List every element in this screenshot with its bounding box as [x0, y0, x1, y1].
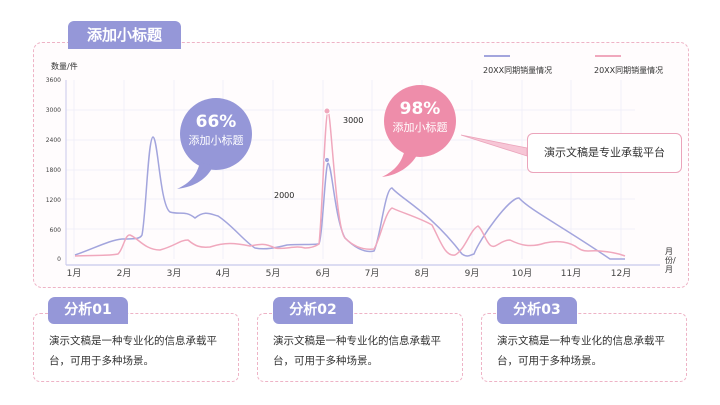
y-tick: 2400 [45, 137, 61, 144]
x-tick: 6月 [315, 269, 331, 279]
x-tick: 7月 [364, 269, 380, 279]
bubble-pink-shape [382, 85, 456, 177]
analysis-card-1: 演示文稿是一种专业化的信息承载平台，可用于多种场景。 [33, 313, 239, 382]
series-purple-line [74, 136, 625, 260]
y-tick: 0 [57, 256, 61, 263]
peak-marker-pink [323, 107, 331, 115]
annotation-2000: 2000 [274, 191, 295, 200]
series-pink-line [74, 110, 626, 257]
analysis-card-3: 演示文稿是一种专业化的信息承载平台，可用于多种场景。 [481, 313, 687, 382]
y-tick: 1800 [45, 167, 61, 174]
x-tick: 2月 [116, 269, 132, 279]
x-tick: 1月 [66, 269, 82, 279]
x-tick: 8月 [414, 269, 430, 279]
section-title: 添加小标题 [68, 21, 181, 49]
y-tick: 3600 [45, 77, 61, 84]
bubble-pink-label: 添加小标题 [392, 121, 448, 134]
legend-item-2: 20XX同期销量情况 [594, 55, 663, 76]
y-tick: 3000 [45, 107, 61, 114]
x-axis-label: 月份/月 [665, 247, 676, 274]
analysis-card-1-text: 演示文稿是一种专业化的信息承载平台，可用于多种场景。 [49, 335, 217, 367]
y-tick: 600 [49, 227, 61, 234]
legend-swatch-pink [595, 55, 621, 57]
x-tick: 9月 [464, 269, 480, 279]
x-tick: 3月 [166, 269, 182, 279]
x-tick: 4月 [215, 269, 231, 279]
x-tick: 12月 [610, 269, 632, 279]
annotation-3000: 3000 [343, 116, 364, 125]
x-tick: 10月 [511, 269, 533, 279]
legend-item-1: 20XX同期销量情况 [483, 55, 552, 76]
callout-box: 演示文稿是专业承载平台 [527, 133, 682, 173]
analysis-card-2: 演示文稿是一种专业化的信息承载平台，可用于多种场景。 [257, 313, 463, 382]
y-tick: 1200 [45, 197, 61, 204]
legend-label-2: 20XX同期销量情况 [594, 66, 664, 75]
legend-swatch-purple [484, 55, 510, 57]
bubble-purple-percent: 66% [195, 112, 237, 132]
bubble-purple-shape [177, 98, 252, 189]
analysis-card-3-text: 演示文稿是一种专业化的信息承载平台，可用于多种场景。 [497, 335, 665, 367]
y-axis-label: 数量/件 [51, 62, 78, 71]
analysis-card-3-tab: 分析03 [497, 297, 577, 324]
analysis-card-2-tab: 分析02 [273, 297, 353, 324]
peak-marker-purple [324, 157, 330, 163]
x-tick: 11月 [560, 269, 582, 279]
bubble-purple-label: 添加小标题 [188, 134, 244, 147]
bubble-pink: 98% 添加小标题 [384, 99, 456, 135]
callout-pointer [460, 134, 528, 157]
x-tick: 5月 [265, 269, 281, 279]
bubble-pink-percent: 98% [399, 99, 441, 119]
legend-label-1: 20XX同期销量情况 [483, 66, 553, 75]
analysis-card-2-text: 演示文稿是一种专业化的信息承载平台，可用于多种场景。 [273, 335, 441, 367]
analysis-card-1-tab: 分析01 [48, 297, 128, 324]
bubble-purple: 66% 添加小标题 [180, 112, 252, 148]
